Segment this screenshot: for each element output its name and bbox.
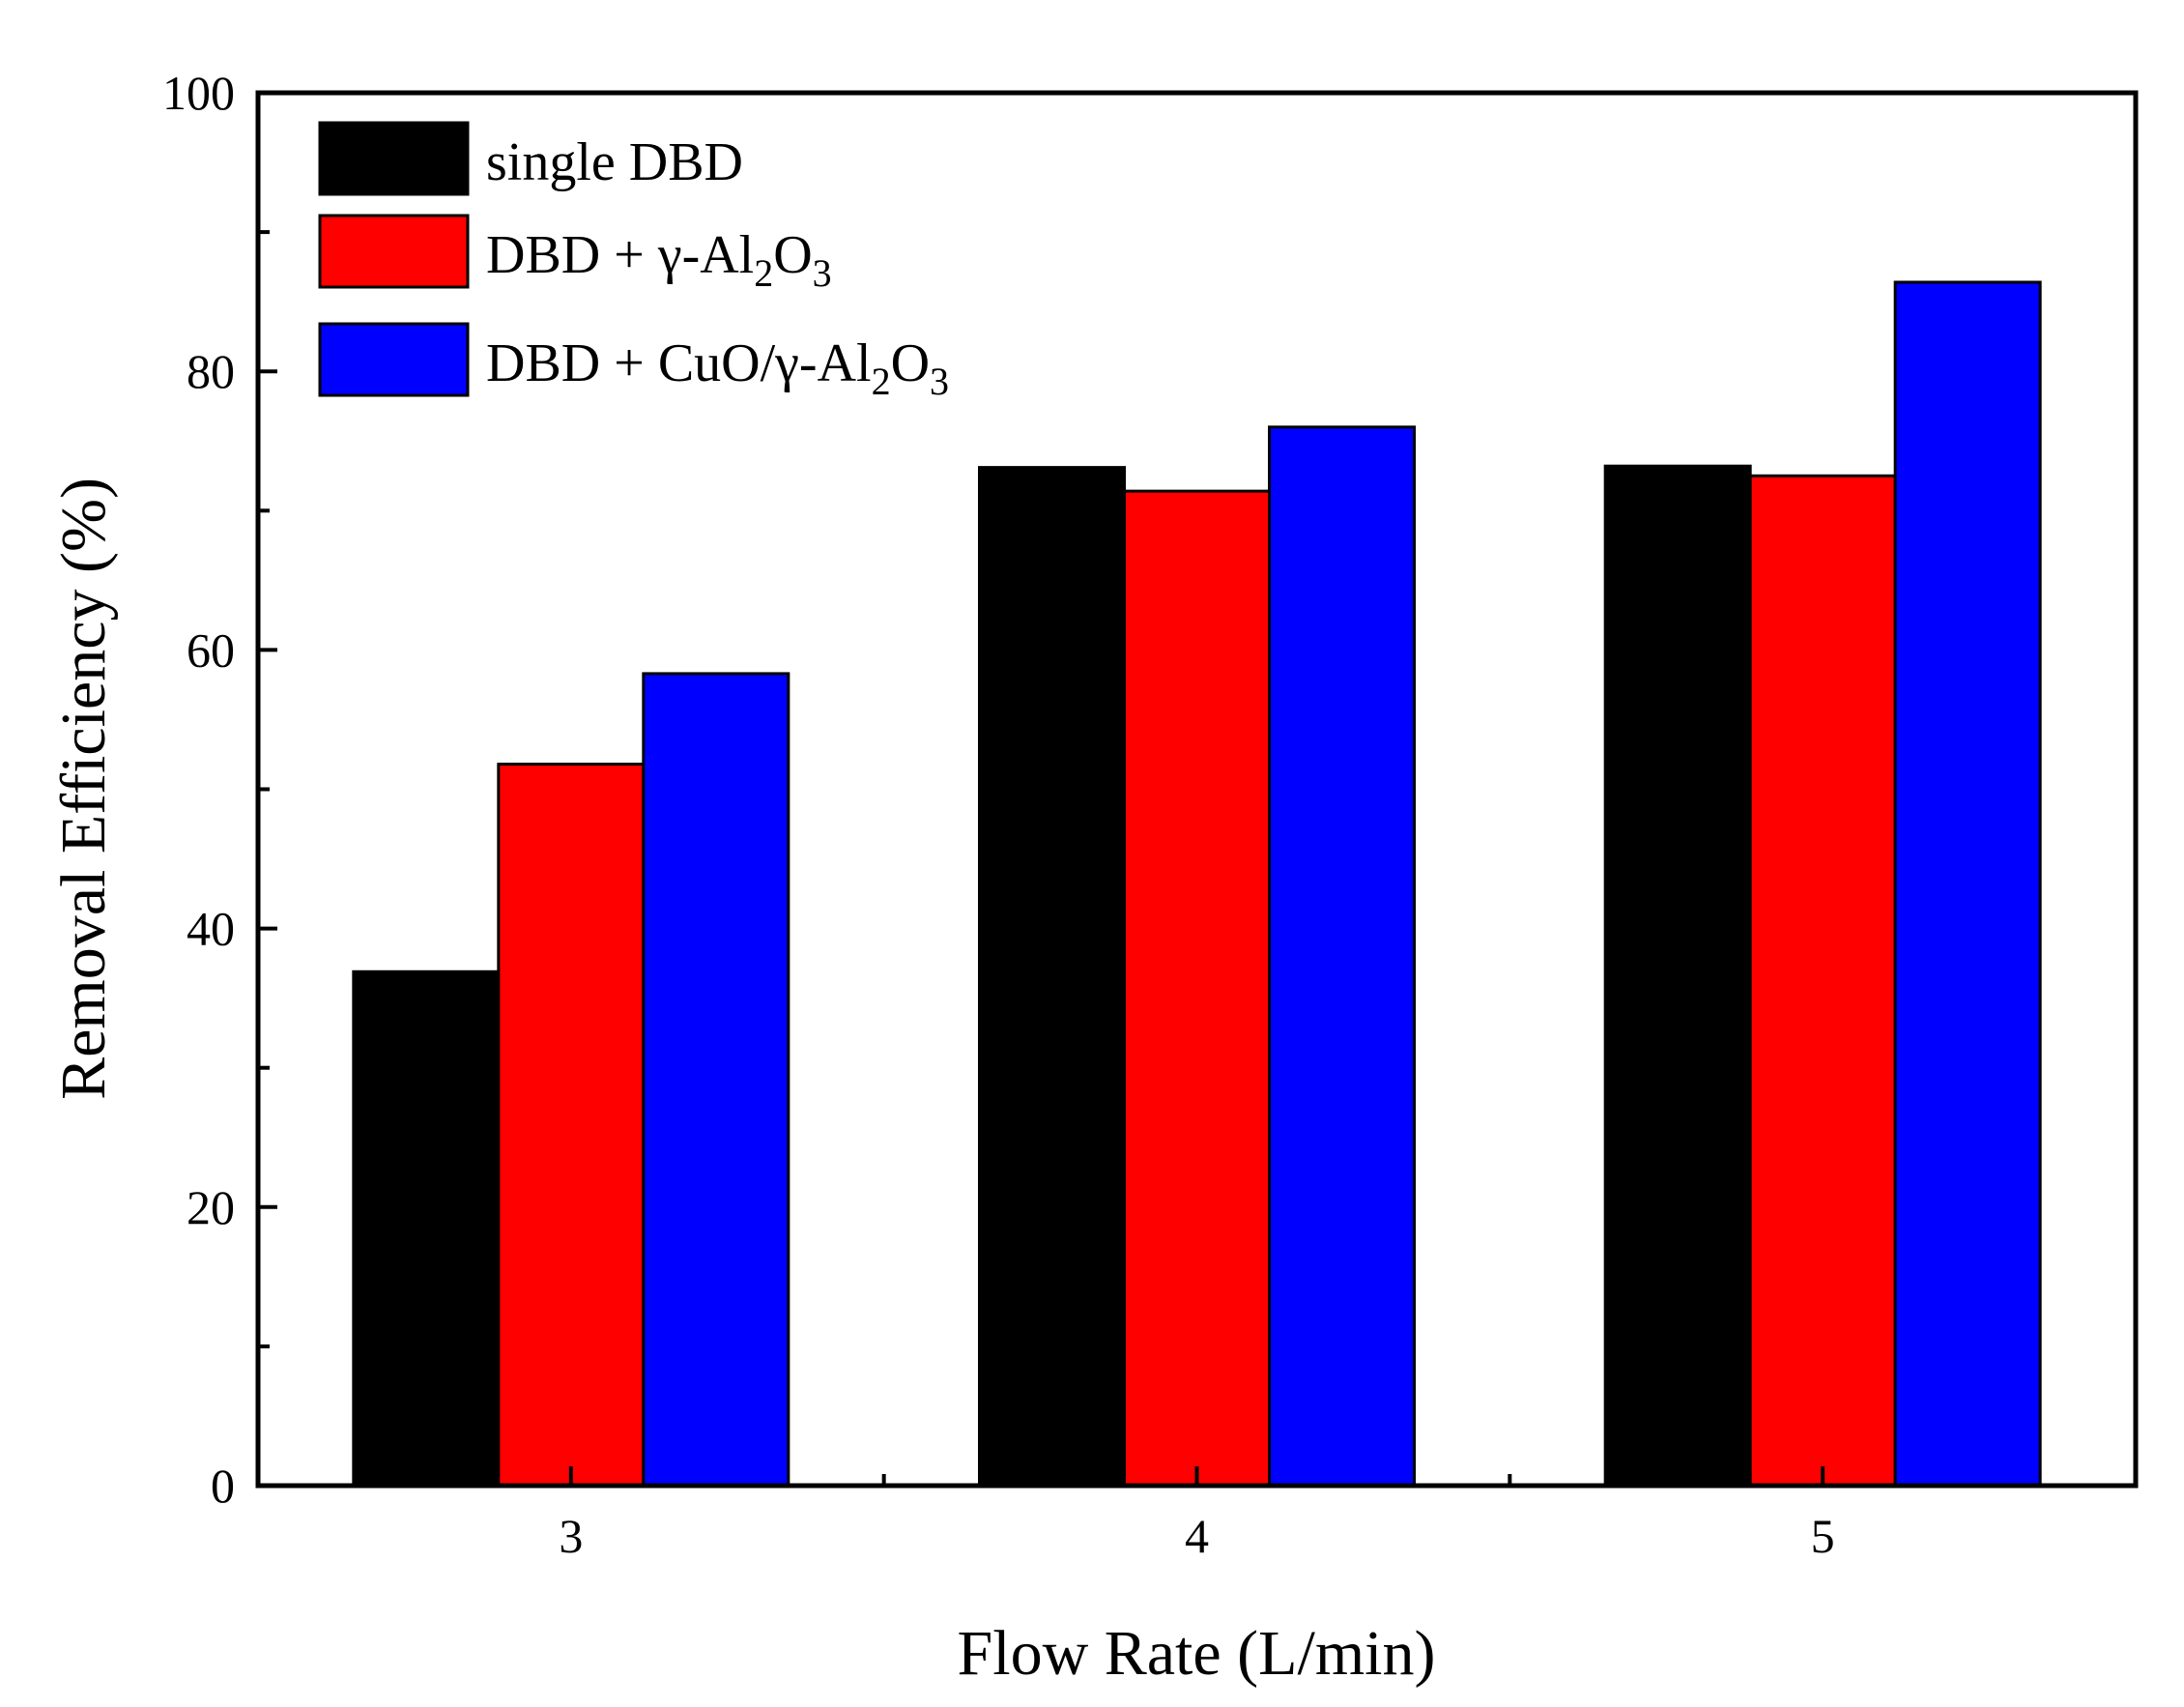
legend-text-part: 3 <box>930 360 949 403</box>
bar-1-cat-5 <box>1603 464 1752 1488</box>
legend-text-part: O <box>773 225 812 285</box>
bar-3-cat-4 <box>1268 425 1416 1488</box>
bar-2-cat-3 <box>497 763 646 1488</box>
legend-swatch-2 <box>318 214 470 289</box>
bar-3-cat-5 <box>1893 280 2042 1488</box>
legend-text-part: DBD + γ-Al <box>486 225 754 285</box>
bar-2-cat-4 <box>1123 489 1271 1488</box>
x-tick-label: 3 <box>559 1509 583 1563</box>
bar-1-cat-3 <box>352 969 501 1488</box>
legend-text-part: DBD + CuO/γ-Al <box>486 333 872 393</box>
y-axis-title: Removal Efficiency (%) <box>48 477 119 1100</box>
x-axis-title: Flow Rate (L/min) <box>958 1618 1436 1689</box>
legend-text-part: O <box>891 333 930 393</box>
legend-text-part: 2 <box>754 251 773 295</box>
y-tick-label: 100 <box>162 66 235 120</box>
x-tick-label: 4 <box>1185 1509 1209 1563</box>
y-tick-label: 80 <box>187 344 235 398</box>
legend-text-part: 3 <box>813 251 832 295</box>
legend-text-part: single DBD <box>486 132 743 192</box>
legend-label-1: single DBD <box>486 132 743 192</box>
bar-3-cat-3 <box>642 672 790 1488</box>
legend-text-part: 2 <box>872 360 891 403</box>
legend-label-3: DBD + CuO/γ-Al2O3 <box>486 333 949 403</box>
bars-group <box>352 280 2042 1488</box>
bar-2-cat-5 <box>1748 474 1897 1488</box>
y-tick-label: 40 <box>187 902 235 956</box>
y-tick-label: 60 <box>187 622 235 677</box>
x-tick-label: 5 <box>1811 1509 1835 1563</box>
legend-swatch-1 <box>318 121 470 196</box>
axis-ticks: 0 20 40 60 80 100 3 4 5 <box>162 66 1835 1563</box>
y-tick-label: 20 <box>187 1180 235 1234</box>
y-tick-label: 0 <box>211 1459 235 1513</box>
bar-1-cat-4 <box>978 466 1126 1488</box>
legend-swatch-3 <box>318 322 470 397</box>
legend-label-2: DBD + γ-Al2O3 <box>486 225 832 295</box>
